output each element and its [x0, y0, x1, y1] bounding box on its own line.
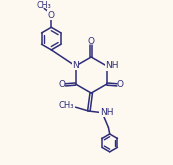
Text: O: O: [48, 11, 55, 20]
Text: NH: NH: [105, 61, 119, 70]
Text: NH: NH: [100, 108, 113, 117]
Text: O: O: [88, 37, 95, 46]
Text: O: O: [117, 80, 124, 89]
Text: O: O: [58, 80, 65, 89]
Text: N: N: [72, 61, 79, 70]
Text: CH₃: CH₃: [36, 1, 51, 10]
Text: CH₃: CH₃: [59, 101, 74, 110]
